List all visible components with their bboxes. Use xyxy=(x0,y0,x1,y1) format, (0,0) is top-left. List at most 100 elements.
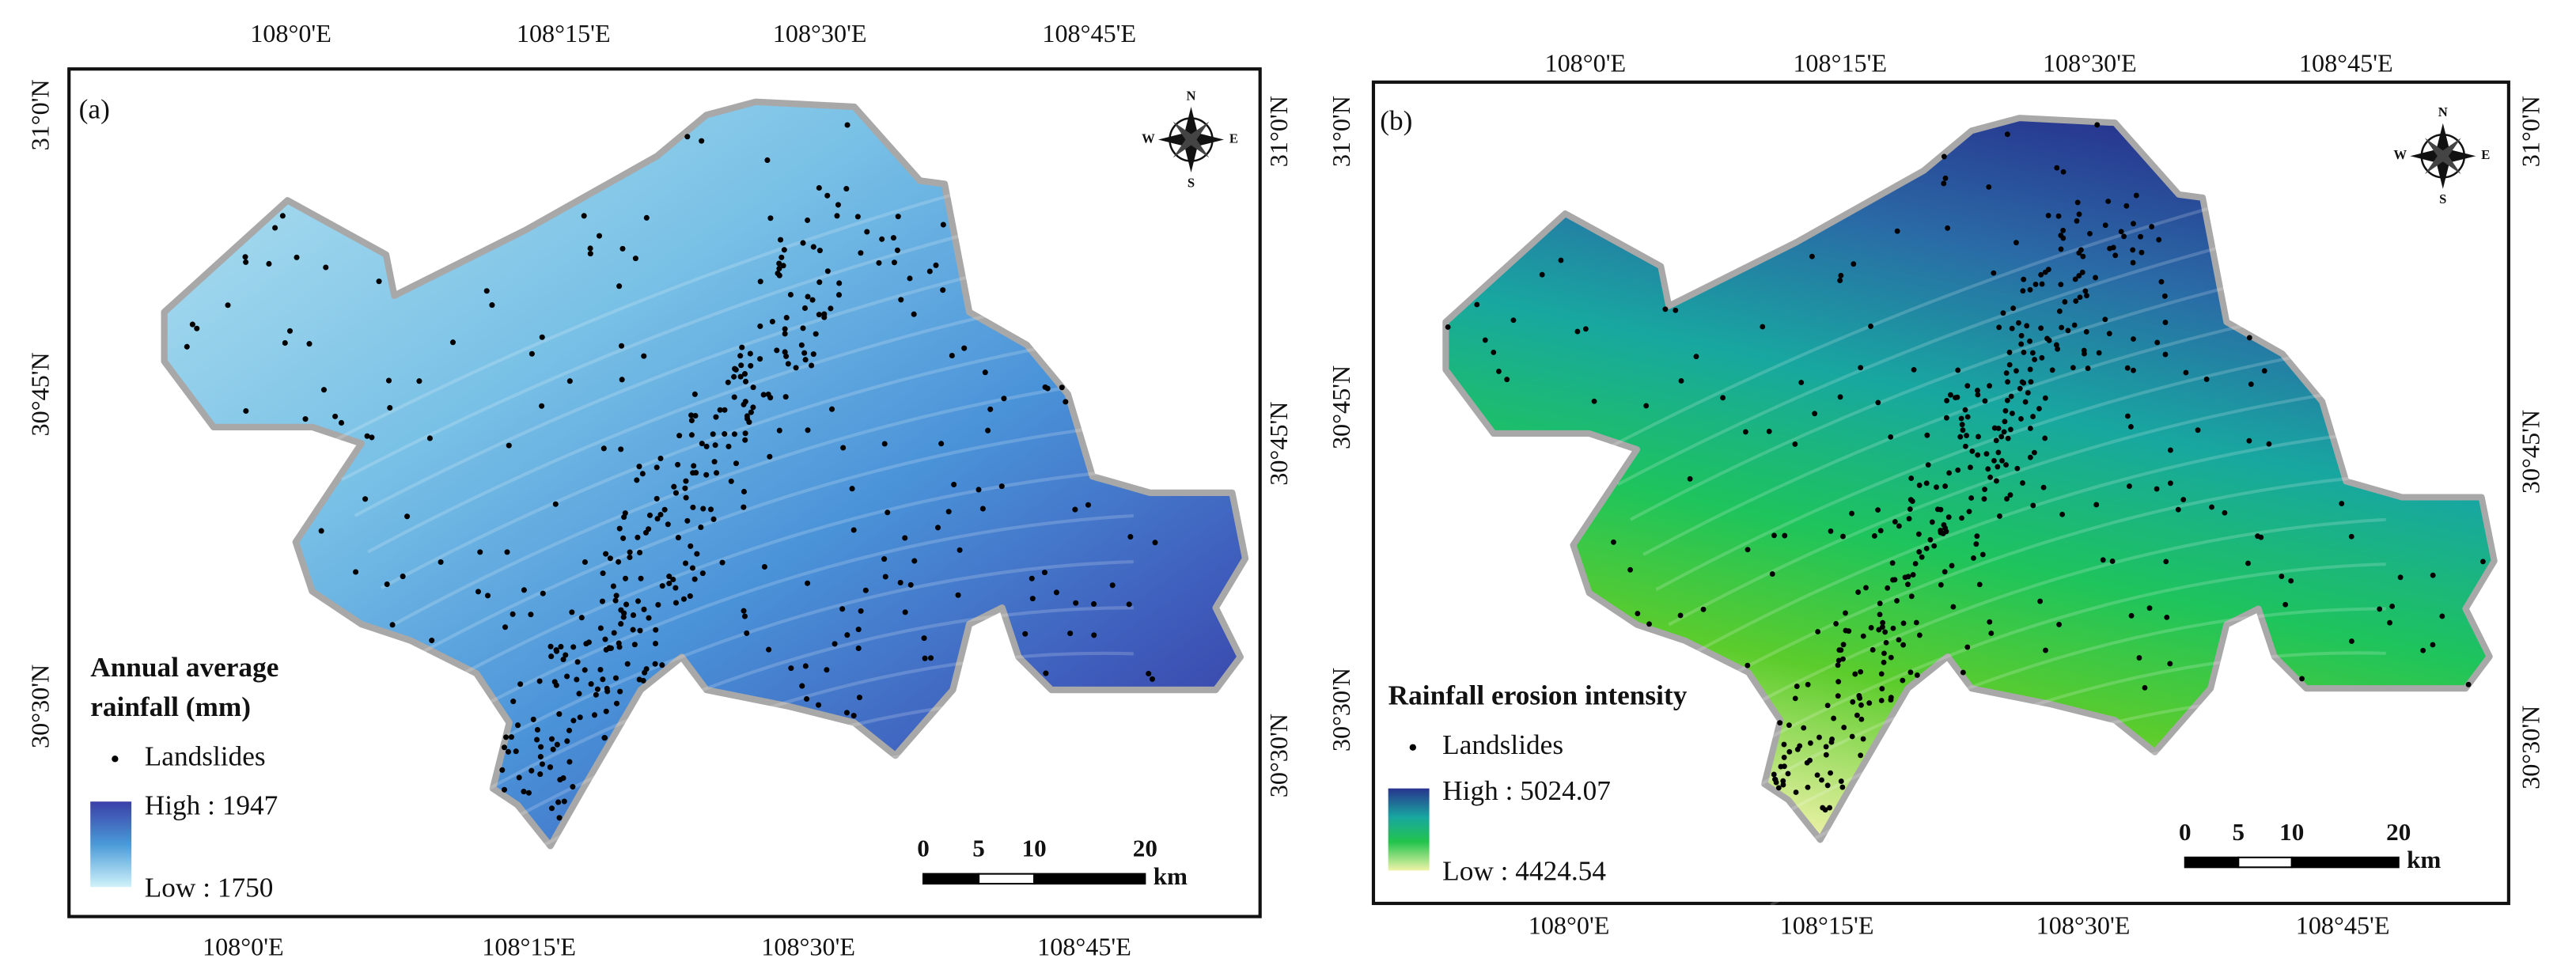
landslide-point xyxy=(2055,346,2061,352)
landslide-point xyxy=(1982,487,1987,493)
landslide-point xyxy=(742,437,748,443)
landslide-point xyxy=(1824,702,1831,709)
landslide-point xyxy=(1934,484,1939,490)
landslide-point xyxy=(2073,298,2079,305)
landslide-point xyxy=(503,734,510,740)
landslide-point xyxy=(699,441,705,447)
landslide-point xyxy=(362,496,369,502)
landslide-point xyxy=(1849,510,1854,517)
landslide-point xyxy=(1877,528,1884,534)
landslide-point xyxy=(1805,681,1811,687)
scale-tick: 0 xyxy=(917,835,930,862)
landslide-point xyxy=(712,442,718,449)
landslide-point xyxy=(320,387,328,393)
compass-letter: E xyxy=(2481,147,2490,162)
landslide-point xyxy=(637,549,643,556)
landslide-point xyxy=(1863,585,1869,591)
landslide-point xyxy=(1627,566,1634,573)
landslide-point xyxy=(2027,338,2032,344)
landslide-point xyxy=(741,401,747,407)
landslide-point xyxy=(2002,418,2008,425)
landslide-point xyxy=(713,414,719,420)
landslide-point xyxy=(1042,384,1048,390)
landslide-point xyxy=(2030,414,2036,420)
landslide-point xyxy=(2222,509,2228,516)
landslide-point xyxy=(2131,367,2136,373)
landslide-point xyxy=(1805,784,1811,790)
compass-letter: N xyxy=(2438,104,2448,119)
landslide-point xyxy=(2339,501,2345,506)
landslide-point xyxy=(1866,700,1873,706)
landslide-point xyxy=(733,460,740,467)
landslide-point xyxy=(2156,237,2162,243)
landslide-point xyxy=(1868,323,1873,329)
landslide-point xyxy=(2288,577,2294,584)
landslide-point xyxy=(2008,393,2014,400)
landslide-point xyxy=(2093,502,2100,508)
landslide-point xyxy=(1780,778,1786,784)
landslide-point xyxy=(2079,269,2085,275)
landslide-point xyxy=(581,559,588,566)
landslide-point xyxy=(657,455,664,462)
landslide-point xyxy=(816,279,823,286)
landslide-point xyxy=(2083,329,2089,335)
landslide-point xyxy=(2282,601,2289,608)
landslide-point xyxy=(603,646,609,653)
landslide-point xyxy=(1835,662,1841,668)
landslide-point xyxy=(775,270,781,277)
landslide-point xyxy=(1127,534,1134,540)
landslide-point xyxy=(2112,252,2119,259)
scale-tick: 20 xyxy=(1133,835,1157,862)
landslide-point xyxy=(2130,259,2136,266)
landslide-point xyxy=(782,331,788,337)
landslide-point xyxy=(2060,169,2066,175)
landslide-point xyxy=(564,738,570,744)
landslide-point xyxy=(1894,228,1900,234)
landslide-point xyxy=(783,315,790,321)
latitude-label: 30°45'N xyxy=(1264,401,1293,485)
landslide-point xyxy=(2021,380,2027,386)
ridge-shading xyxy=(328,146,1135,445)
scale-unit: km xyxy=(2407,846,2441,873)
ridge-shading xyxy=(1757,695,2386,872)
landslide-point xyxy=(672,490,680,496)
landslide-point xyxy=(802,357,809,363)
landslide-point xyxy=(725,379,731,385)
landslide-point xyxy=(2102,222,2108,229)
landslide-point xyxy=(2261,368,2267,374)
landslide-point xyxy=(2164,614,2170,620)
landslide-point xyxy=(881,441,888,447)
landslide-point xyxy=(2209,504,2215,510)
landslide-point xyxy=(780,263,786,269)
landslide-point xyxy=(2010,305,2017,312)
landslide-point xyxy=(940,287,946,293)
landslide-point xyxy=(1976,434,1981,440)
landslide-point xyxy=(921,635,927,642)
landslide-point xyxy=(1646,621,1652,627)
landslide-point xyxy=(2084,293,2089,299)
landslide-point xyxy=(521,587,527,593)
landslide-point xyxy=(501,786,508,793)
landslide-point xyxy=(353,569,359,575)
landslide-point xyxy=(2029,350,2036,356)
landslide-point xyxy=(2077,294,2083,301)
landslide-point xyxy=(2154,339,2161,346)
landslide-point xyxy=(438,559,444,566)
landslide-point xyxy=(553,647,559,653)
legend-ramp xyxy=(90,801,132,888)
landslide-point xyxy=(1890,577,1896,583)
landslide-point xyxy=(272,225,278,231)
landslide-point xyxy=(691,576,698,582)
landslide-point xyxy=(1693,354,1699,360)
landslide-point xyxy=(617,688,623,695)
landslide-point xyxy=(854,214,861,220)
landslide-point xyxy=(2004,397,2010,403)
landslide-point xyxy=(1996,324,2002,331)
landslide-point xyxy=(602,636,608,642)
landslide-point xyxy=(2003,462,2009,468)
landslide-point xyxy=(1839,784,1846,790)
landslide-point xyxy=(692,412,699,419)
landslide-point xyxy=(957,547,963,553)
landslide-point xyxy=(1769,571,1775,577)
landslide-point xyxy=(1931,543,1938,549)
